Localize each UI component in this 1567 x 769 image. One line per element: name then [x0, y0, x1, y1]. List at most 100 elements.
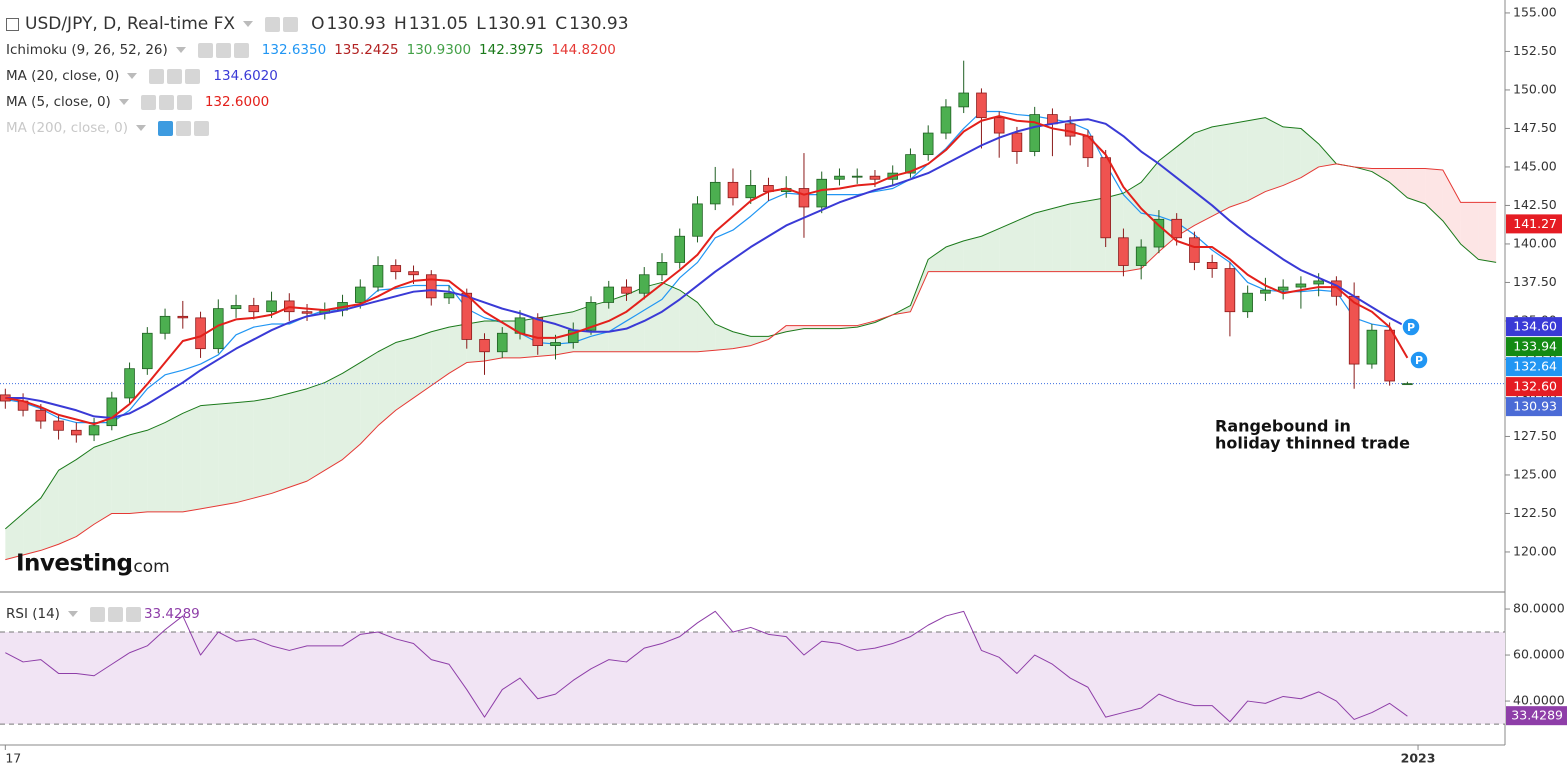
caret[interactable] [67, 611, 78, 617]
marker [1401, 317, 1421, 337]
candle-body [621, 286, 632, 294]
y-tick-label: 155.00 [1513, 4, 1557, 19]
candle-body [976, 92, 987, 119]
candle-body [71, 429, 82, 436]
candle-body [638, 274, 650, 294]
indicator-name: MA (200, close, 0) [6, 120, 129, 136]
icon[interactable] [215, 42, 231, 58]
collapse-icon[interactable] [6, 17, 19, 31]
indicator-value: 144.8200 [551, 42, 616, 58]
indicator-value: 132.6350 [261, 42, 327, 58]
icon[interactable] [140, 94, 156, 110]
indicator-value: 130.9300 [406, 42, 472, 58]
cloud-fill [1283, 126, 1301, 186]
icon[interactable] [107, 606, 123, 622]
y-tick-label: 137.50 [1513, 274, 1557, 289]
icon[interactable] [233, 42, 249, 58]
cloud-fill [307, 382, 325, 482]
candle-body [1011, 132, 1023, 152]
candle-body [993, 117, 1005, 134]
legend-row: RSI (14) 33.4289 [6, 601, 208, 627]
candle-body [1118, 237, 1129, 266]
cloud-fill [1070, 200, 1088, 272]
rsi-line [5, 610, 1408, 723]
icon[interactable] [176, 120, 192, 136]
candle-body [408, 271, 419, 276]
candle-body [479, 339, 490, 353]
icon[interactable] [194, 120, 210, 136]
candle-body [443, 292, 455, 299]
icon[interactable] [149, 68, 165, 84]
cloud-fill [1407, 168, 1426, 204]
candle-body [1402, 383, 1413, 386]
logo: Investing [16, 551, 132, 577]
cloud-fill [289, 388, 308, 488]
indicator-value: 142.3975 [479, 42, 544, 58]
icon[interactable] [283, 16, 299, 32]
price-tag [1506, 397, 1562, 417]
icon[interactable] [265, 16, 281, 32]
candle-body [1260, 289, 1271, 294]
cloud-fill [378, 342, 396, 426]
caret[interactable] [118, 99, 129, 105]
ohlc-value: 130.93 [326, 14, 386, 34]
candle-body [869, 175, 881, 180]
candle-body [266, 300, 277, 313]
candle-body [709, 181, 721, 205]
icon[interactable] [197, 42, 213, 58]
caret[interactable] [243, 21, 254, 27]
cloud-fill [271, 393, 290, 494]
caret[interactable] [175, 47, 186, 53]
caret[interactable] [136, 125, 147, 131]
cloud-fill [821, 325, 840, 329]
price-tag-label: 133.94 [1513, 339, 1557, 354]
cloud-fill [147, 422, 166, 512]
legend-row: MA (200, close, 0) [6, 115, 637, 141]
candle-body [1313, 280, 1324, 285]
icon[interactable] [89, 606, 105, 622]
cloud-fill [1478, 202, 1497, 263]
y-tick-label: 80.0000 [1513, 601, 1565, 616]
candle-body [159, 315, 171, 334]
icon[interactable] [125, 606, 141, 622]
legend-row: MA (20, close, 0) 134.6020 [6, 63, 637, 89]
candle-body [88, 425, 100, 436]
icon[interactable] [158, 120, 174, 136]
x-tick-label: 2023 [1401, 751, 1436, 766]
icon[interactable] [176, 94, 192, 110]
candle-body [816, 178, 827, 208]
candle-body [1224, 268, 1236, 313]
cloud-fill [1318, 143, 1337, 167]
y-tick-label: 145.00 [1513, 158, 1557, 173]
cloud-fill [999, 220, 1017, 272]
candle-body [550, 342, 561, 346]
price-tag-label: 130.93 [1513, 399, 1557, 414]
candle-body [461, 292, 473, 340]
y-tick-label: 127.50 [1513, 428, 1557, 443]
candle-body [1384, 329, 1395, 382]
indicator-name: MA (5, close, 0) [6, 94, 111, 110]
candle-body [354, 286, 366, 303]
cloud-fill [1034, 208, 1053, 272]
cloud-fill [253, 397, 272, 499]
logo-suffix: .com [128, 557, 170, 577]
candle-body [1135, 246, 1147, 266]
y-tick-label: 120.00 [1513, 543, 1557, 558]
candle-body [603, 286, 615, 303]
legend-row: USD/JPY, D, Real-time FX O 130.93 H 131.05 L 1… [6, 11, 637, 37]
icon[interactable] [167, 68, 183, 84]
cloud-fill [910, 259, 929, 312]
price-tag [1506, 357, 1562, 377]
cloud-fill [395, 337, 414, 411]
candle-body [1295, 283, 1307, 288]
price-tag [1506, 337, 1562, 357]
candle-body [372, 265, 384, 288]
cloud-fill [963, 236, 982, 272]
icon[interactable] [185, 68, 201, 84]
icon[interactable] [158, 94, 174, 110]
cloud-fill [1247, 117, 1266, 201]
caret[interactable] [127, 73, 138, 79]
candle-body [1100, 157, 1111, 239]
cloud-fill [200, 404, 219, 509]
